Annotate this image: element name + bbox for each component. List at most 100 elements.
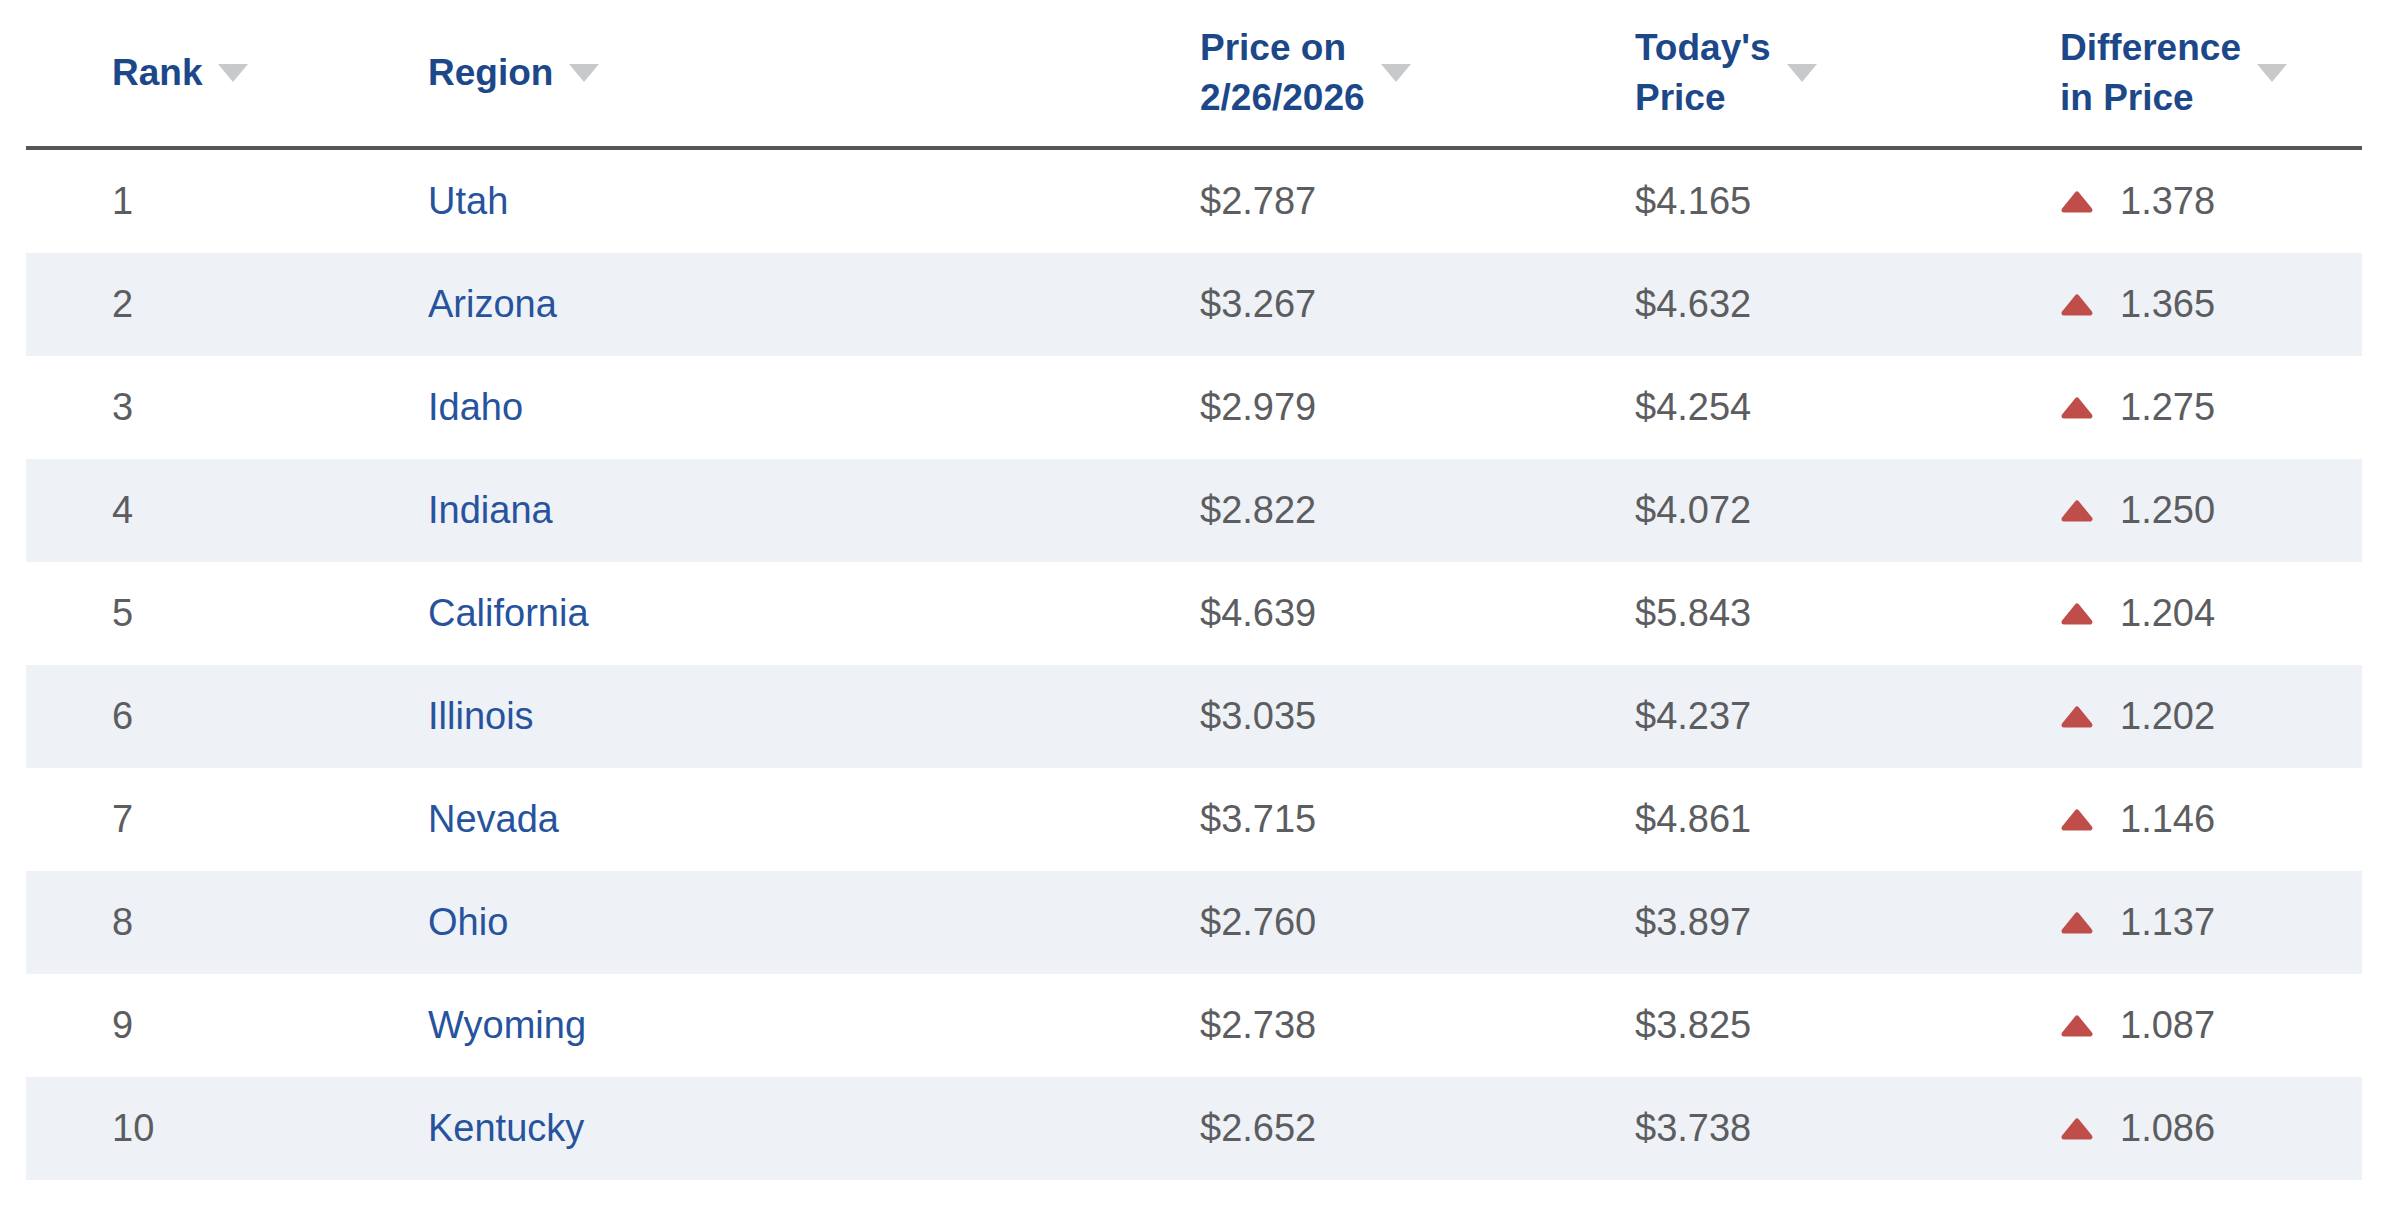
column-header-label: in Price <box>2060 73 2241 123</box>
column-header-price-today[interactable]: Today's Price <box>1635 23 2060 123</box>
rank-cell: 6 <box>26 695 428 738</box>
column-header-label: Rank <box>112 48 202 98</box>
difference-cell: 1.204 <box>2060 592 2362 635</box>
rank-cell: 10 <box>26 1107 428 1150</box>
table-row: 2 Arizona $3.267 $4.632 1.365 <box>26 253 2362 356</box>
rank-cell: 7 <box>26 798 428 841</box>
table-header: Rank Region Price on 2/26/2026 Today's P… <box>26 0 2362 150</box>
region-cell: Utah <box>428 180 1200 223</box>
today-price-cell: $4.072 <box>1635 489 2060 532</box>
prev-price-cell: $2.822 <box>1200 489 1635 532</box>
region-link[interactable]: Kentucky <box>428 1107 584 1149</box>
region-cell: Nevada <box>428 798 1200 841</box>
difference-value: 1.275 <box>2120 386 2215 429</box>
rank-cell: 2 <box>26 283 428 326</box>
prev-price-cell: $2.979 <box>1200 386 1635 429</box>
region-cell: Ohio <box>428 901 1200 944</box>
difference-cell: 1.378 <box>2060 180 2362 223</box>
region-link[interactable]: Indiana <box>428 489 553 531</box>
region-link[interactable]: Nevada <box>428 798 559 840</box>
today-price-cell: $4.632 <box>1635 283 2060 326</box>
today-price-cell: $4.165 <box>1635 180 2060 223</box>
difference-cell: 1.365 <box>2060 283 2362 326</box>
table-row: 3 Idaho $2.979 $4.254 1.275 <box>26 356 2362 459</box>
column-header-label: Price <box>1635 73 1771 123</box>
prev-price-cell: $3.267 <box>1200 283 1635 326</box>
increase-arrow-icon <box>2060 1117 2094 1141</box>
difference-value: 1.137 <box>2120 901 2215 944</box>
column-header-rank[interactable]: Rank <box>26 48 428 98</box>
increase-arrow-icon <box>2060 396 2094 420</box>
region-link[interactable]: Idaho <box>428 386 523 428</box>
region-link[interactable]: Illinois <box>428 695 534 737</box>
column-header-label: 2/26/2026 <box>1200 73 1365 123</box>
table-row: 10 Kentucky $2.652 $3.738 1.086 <box>26 1077 2362 1180</box>
column-header-difference[interactable]: Difference in Price <box>2060 23 2362 123</box>
increase-arrow-icon <box>2060 808 2094 832</box>
prev-price-cell: $3.035 <box>1200 695 1635 738</box>
difference-value: 1.365 <box>2120 283 2215 326</box>
column-header-price-prev[interactable]: Price on 2/26/2026 <box>1200 23 1635 123</box>
difference-value: 1.087 <box>2120 1004 2215 1047</box>
increase-arrow-icon <box>2060 190 2094 214</box>
increase-arrow-icon <box>2060 602 2094 626</box>
difference-cell: 1.250 <box>2060 489 2362 532</box>
difference-cell: 1.086 <box>2060 1107 2362 1150</box>
table-row: 1 Utah $2.787 $4.165 1.378 <box>26 150 2362 253</box>
column-header-label: Price on <box>1200 23 1365 73</box>
difference-cell: 1.275 <box>2060 386 2362 429</box>
rank-cell: 3 <box>26 386 428 429</box>
column-header-region[interactable]: Region <box>428 48 1200 98</box>
rank-cell: 8 <box>26 901 428 944</box>
difference-cell: 1.087 <box>2060 1004 2362 1047</box>
sort-down-icon <box>2257 64 2287 82</box>
prev-price-cell: $2.787 <box>1200 180 1635 223</box>
prev-price-cell: $2.652 <box>1200 1107 1635 1150</box>
table-row: 8 Ohio $2.760 $3.897 1.137 <box>26 871 2362 974</box>
column-header-label: Today's <box>1635 23 1771 73</box>
prev-price-cell: $2.738 <box>1200 1004 1635 1047</box>
today-price-cell: $4.254 <box>1635 386 2060 429</box>
increase-arrow-icon <box>2060 293 2094 317</box>
rank-cell: 4 <box>26 489 428 532</box>
sort-down-icon <box>569 64 599 82</box>
region-link[interactable]: California <box>428 592 589 634</box>
table-body: 1 Utah $2.787 $4.165 1.378 2 Arizona $3.… <box>26 150 2362 1180</box>
rank-cell: 5 <box>26 592 428 635</box>
table-row: 4 Indiana $2.822 $4.072 1.250 <box>26 459 2362 562</box>
prev-price-cell: $3.715 <box>1200 798 1635 841</box>
table-row: 6 Illinois $3.035 $4.237 1.202 <box>26 665 2362 768</box>
today-price-cell: $3.738 <box>1635 1107 2060 1150</box>
increase-arrow-icon <box>2060 705 2094 729</box>
region-cell: Wyoming <box>428 1004 1200 1047</box>
increase-arrow-icon <box>2060 911 2094 935</box>
sort-down-icon <box>1381 64 1411 82</box>
increase-arrow-icon <box>2060 1014 2094 1038</box>
region-link[interactable]: Ohio <box>428 901 508 943</box>
today-price-cell: $4.861 <box>1635 798 2060 841</box>
difference-value: 1.204 <box>2120 592 2215 635</box>
table-row: 9 Wyoming $2.738 $3.825 1.087 <box>26 974 2362 1077</box>
today-price-cell: $5.843 <box>1635 592 2060 635</box>
region-cell: Idaho <box>428 386 1200 429</box>
table-row: 5 California $4.639 $5.843 1.204 <box>26 562 2362 665</box>
region-cell: Indiana <box>428 489 1200 532</box>
region-cell: Illinois <box>428 695 1200 738</box>
region-cell: Arizona <box>428 283 1200 326</box>
region-link[interactable]: Wyoming <box>428 1004 586 1046</box>
column-header-label: Difference <box>2060 23 2241 73</box>
region-cell: California <box>428 592 1200 635</box>
difference-value: 1.378 <box>2120 180 2215 223</box>
increase-arrow-icon <box>2060 499 2094 523</box>
difference-cell: 1.137 <box>2060 901 2362 944</box>
prev-price-cell: $4.639 <box>1200 592 1635 635</box>
today-price-cell: $3.897 <box>1635 901 2060 944</box>
region-link[interactable]: Arizona <box>428 283 557 325</box>
difference-cell: 1.202 <box>2060 695 2362 738</box>
column-header-label: Region <box>428 48 553 98</box>
sort-down-icon <box>1787 64 1817 82</box>
difference-value: 1.202 <box>2120 695 2215 738</box>
region-link[interactable]: Utah <box>428 180 508 222</box>
difference-value: 1.146 <box>2120 798 2215 841</box>
table-row: 7 Nevada $3.715 $4.861 1.146 <box>26 768 2362 871</box>
